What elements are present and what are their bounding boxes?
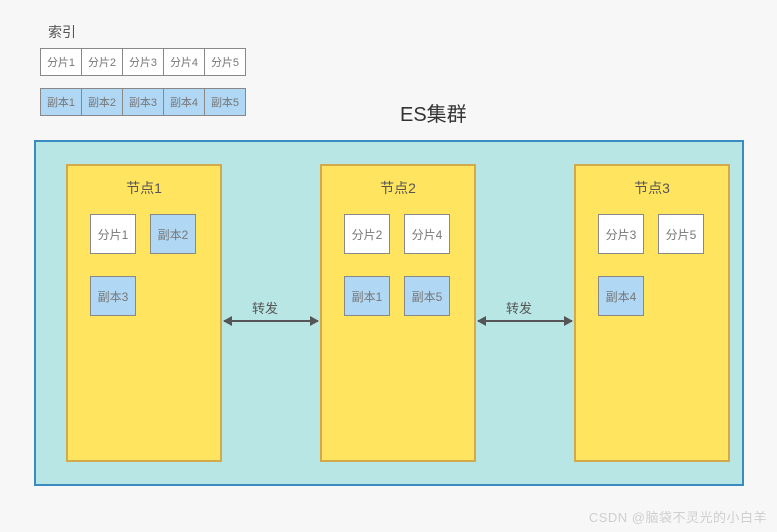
legend-shard-row: 分片1分片2分片3分片4分片5 (40, 48, 245, 76)
forward-label-1: 转发 (252, 298, 278, 317)
node-1-cell-3: 副本3 (90, 276, 136, 316)
node-2: 节点2 分片2 分片4 副本1 副本5 (320, 164, 476, 462)
node-3-title: 节点3 (576, 178, 728, 198)
cluster-title: ES集群 (400, 98, 467, 127)
node-2-cell-3: 副本1 (344, 276, 390, 316)
legend-replica-4: 副本4 (163, 88, 205, 116)
node-3-cell-3: 副本4 (598, 276, 644, 316)
node-3: 节点3 分片3 分片5 副本4 (574, 164, 730, 462)
forward-label-2: 转发 (506, 298, 532, 317)
watermark: CSDN @脑袋不灵光的小白羊 (589, 507, 767, 526)
node-3-cell-2: 分片5 (658, 214, 704, 254)
forward-arrow-1 (224, 320, 318, 322)
node-1: 节点1 分片1 副本2 副本3 (66, 164, 222, 462)
node-1-cell-2: 副本2 (150, 214, 196, 254)
legend-shard-1: 分片1 (40, 48, 82, 76)
legend-replica-1: 副本1 (40, 88, 82, 116)
node-2-title: 节点2 (322, 178, 474, 198)
legend-shard-2: 分片2 (81, 48, 123, 76)
legend-shard-3: 分片3 (122, 48, 164, 76)
node-1-cell-1: 分片1 (90, 214, 136, 254)
legend-replica-2: 副本2 (81, 88, 123, 116)
node-1-title: 节点1 (68, 178, 220, 198)
node-2-cell-2: 分片4 (404, 214, 450, 254)
legend-shard-4: 分片4 (163, 48, 205, 76)
node-2-cell-1: 分片2 (344, 214, 390, 254)
forward-arrow-2 (478, 320, 572, 322)
node-2-cell-4: 副本5 (404, 276, 450, 316)
legend-shard-5: 分片5 (204, 48, 246, 76)
legend-replica-3: 副本3 (122, 88, 164, 116)
node-3-cell-1: 分片3 (598, 214, 644, 254)
legend-replica-5: 副本5 (204, 88, 246, 116)
index-label: 索引 (48, 22, 76, 42)
legend-replica-row: 副本1副本2副本3副本4副本5 (40, 88, 245, 116)
